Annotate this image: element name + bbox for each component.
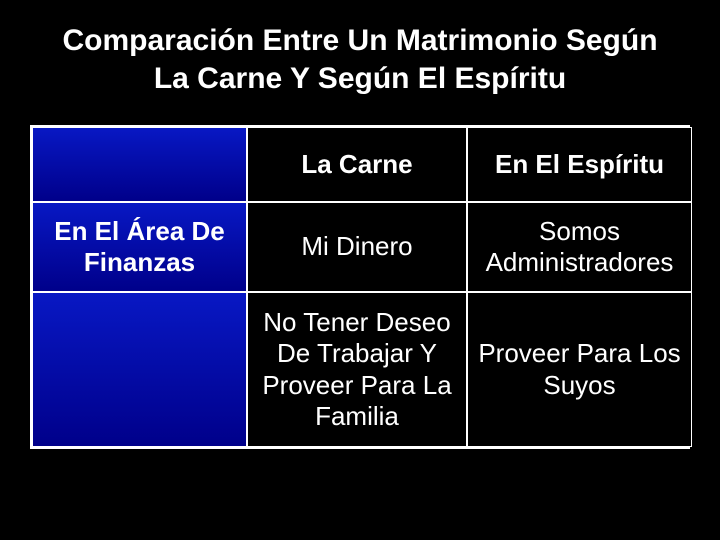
table-row-label: En El Área De Finanzas <box>32 202 247 292</box>
table-cell: Somos Administradores <box>467 202 692 292</box>
table-cell: No Tener Deseo De Trabajar Y Proveer Par… <box>247 292 467 447</box>
table-header-carne: La Carne <box>247 127 467 202</box>
table-header-espiritu: En El Espíritu <box>467 127 692 202</box>
table-corner-cell <box>32 127 247 202</box>
table-row-label-empty <box>32 292 247 447</box>
comparison-table: La Carne En El Espíritu En El Área De Fi… <box>30 125 690 449</box>
slide: Comparación Entre Un Matrimonio Según La… <box>0 0 720 540</box>
slide-title: Comparación Entre Un Matrimonio Según La… <box>30 22 690 97</box>
table-cell: Proveer Para Los Suyos <box>467 292 692 447</box>
table-cell: Mi Dinero <box>247 202 467 292</box>
title-line-1: Comparación Entre Un Matrimonio Según <box>30 22 690 60</box>
title-line-2: La Carne Y Según El Espíritu <box>30 60 690 98</box>
